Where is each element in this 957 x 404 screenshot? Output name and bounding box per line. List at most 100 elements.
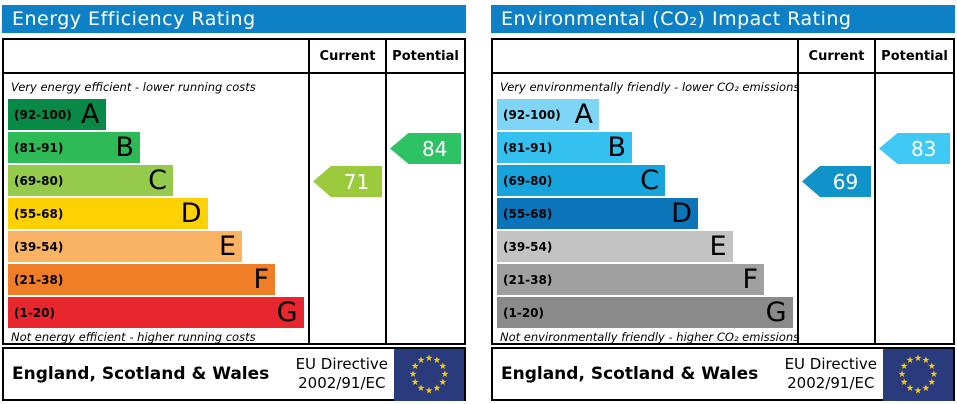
svg-text:★: ★ <box>439 362 447 372</box>
rating-band: (81-91) B <box>497 132 632 163</box>
band-letter: D <box>180 198 202 229</box>
directive-line1: EU Directive <box>784 355 877 374</box>
band-letter: G <box>276 297 298 328</box>
arrow-value: 71 <box>343 169 370 194</box>
region-label: England, Scotland & Wales <box>501 364 759 384</box>
rating-band: (92-100) A <box>497 99 599 130</box>
band-range: (69-80) <box>14 173 64 188</box>
column-header-row: Current Potential <box>4 40 464 74</box>
svg-text:★: ★ <box>417 384 425 394</box>
potential-value-column: 84 <box>385 74 464 344</box>
arrow-value: 69 <box>832 169 859 194</box>
band-range: (81-91) <box>503 140 553 155</box>
svg-text:★: ★ <box>906 356 914 366</box>
rating-table: Current Potential Very environmentally f… <box>491 38 955 345</box>
svg-text:★: ★ <box>425 386 433 396</box>
band-range: (55-68) <box>14 206 64 221</box>
rating-band: (1-20) G <box>497 297 793 328</box>
svg-text:★: ★ <box>914 386 922 396</box>
band-range: (39-54) <box>503 239 553 254</box>
top-caption: Very environmentally friendly - lower CO… <box>500 80 797 94</box>
rating-band: (39-54) E <box>8 231 242 262</box>
band-letter: D <box>671 198 692 229</box>
panel-title: Environmental (CO₂) Impact Rating <box>491 5 955 33</box>
header-spacer <box>493 40 797 72</box>
current-value-column: 71 <box>308 74 385 344</box>
top-caption: Very energy efficient - lower running co… <box>11 80 256 94</box>
directive-line1: EU Directive <box>295 355 388 374</box>
current-arrow: 69 <box>802 166 871 197</box>
rating-band: (55-68) D <box>8 198 208 229</box>
arrow-value: 83 <box>911 136 937 161</box>
arrow-value: 84 <box>422 136 448 161</box>
bands-column: Very energy efficient - lower running co… <box>4 74 308 344</box>
band-range: (81-91) <box>14 140 64 155</box>
band-range: (1-20) <box>503 305 544 320</box>
bands-list: (92-100) A (81-91) B (69-80) C (55-68) D… <box>8 99 308 328</box>
band-range: (69-80) <box>503 173 553 188</box>
band-letter: A <box>81 99 100 130</box>
directive-line2: 2002/91/EC <box>787 374 875 392</box>
eu-directive-label: EU Directive 2002/91/EC <box>785 355 877 393</box>
current-column-header: Current <box>797 40 874 72</box>
bands-column: Very environmentally friendly - lower CO… <box>493 74 797 344</box>
band-range: (92-100) <box>14 107 72 122</box>
rating-band: (1-20) G <box>8 297 304 328</box>
svg-text:★: ★ <box>433 356 441 366</box>
svg-text:★: ★ <box>439 378 447 388</box>
potential-arrow: 84 <box>390 133 461 164</box>
band-range: (39-54) <box>14 239 64 254</box>
rating-band: (55-68) D <box>497 198 698 229</box>
bottom-caption: Not energy efficient - higher running co… <box>11 330 256 344</box>
band-letter: E <box>709 231 727 262</box>
svg-text:★: ★ <box>417 356 425 366</box>
svg-text:★: ★ <box>922 384 930 394</box>
svg-text:★: ★ <box>411 378 419 388</box>
svg-text:★: ★ <box>930 370 938 380</box>
panel-footer: England, Scotland & Wales EU Directive 2… <box>2 347 466 401</box>
panel-footer: England, Scotland & Wales EU Directive 2… <box>491 347 955 401</box>
current-column-header: Current <box>308 40 385 72</box>
svg-text:★: ★ <box>914 354 922 364</box>
svg-text:★: ★ <box>900 378 908 388</box>
band-letter: F <box>742 264 758 295</box>
band-letter: C <box>148 165 167 196</box>
bottom-caption: Not environmentally friendly - higher CO… <box>500 330 797 344</box>
eu-flag-icon: ★ ★ ★ ★ ★ ★ ★ ★ ★ ★ ★ ★ <box>883 349 953 401</box>
band-range: (21-38) <box>14 272 64 287</box>
svg-text:★: ★ <box>898 370 906 380</box>
band-range: (55-68) <box>503 206 553 221</box>
header-spacer <box>4 40 308 72</box>
band-letter: B <box>115 132 134 163</box>
band-letter: C <box>640 165 659 196</box>
band-letter: B <box>607 132 626 163</box>
svg-text:★: ★ <box>906 384 914 394</box>
potential-value-column: 83 <box>874 74 953 344</box>
svg-text:★: ★ <box>411 362 419 372</box>
panel-title: Energy Efficiency Rating <box>2 5 466 33</box>
band-range: (92-100) <box>503 107 561 122</box>
svg-text:★: ★ <box>922 356 930 366</box>
column-header-row: Current Potential <box>493 40 953 74</box>
svg-text:★: ★ <box>441 370 449 380</box>
energy-efficiency-panel: Energy Efficiency Rating Current Potenti… <box>2 3 466 401</box>
svg-text:★: ★ <box>928 362 936 372</box>
rating-body: Very environmentally friendly - lower CO… <box>493 74 953 344</box>
rating-body: Very energy efficient - lower running co… <box>4 74 464 344</box>
eu-flag-icon: ★ ★ ★ ★ ★ ★ ★ ★ ★ ★ ★ ★ <box>394 349 464 401</box>
svg-text:★: ★ <box>928 378 936 388</box>
band-range: (1-20) <box>14 305 55 320</box>
band-letter: E <box>218 231 236 262</box>
current-arrow: 71 <box>313 166 382 197</box>
potential-column-header: Potential <box>385 40 464 72</box>
band-letter: A <box>574 99 593 130</box>
svg-text:★: ★ <box>409 370 417 380</box>
current-value-column: 69 <box>797 74 874 344</box>
environmental-impact-panel: Environmental (CO₂) Impact Rating Curren… <box>491 3 955 401</box>
band-range: (21-38) <box>503 272 553 287</box>
eu-flag-svg: ★ ★★ ★★★ ★★★ ★★★ <box>883 349 953 401</box>
svg-text:★: ★ <box>900 362 908 372</box>
region-label: England, Scotland & Wales <box>12 364 270 384</box>
svg-text:★: ★ <box>433 384 441 394</box>
